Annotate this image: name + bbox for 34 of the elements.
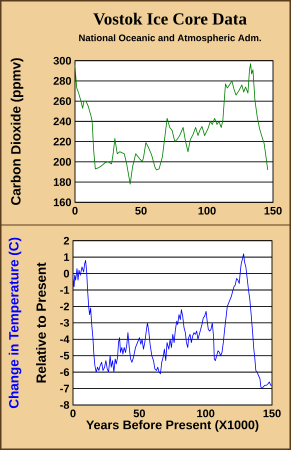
y-tick-label: 160 bbox=[54, 198, 72, 206]
line-series bbox=[72, 253, 272, 389]
y-tick-label: 280 bbox=[54, 77, 72, 85]
x-axis-title: Years Before Present (X1000) bbox=[86, 420, 258, 432]
y-tick-label: 180 bbox=[54, 178, 72, 186]
y-tick-label: -1 bbox=[60, 286, 70, 294]
text: Relative to Present bbox=[36, 262, 46, 382]
y-tick-label: -6 bbox=[60, 368, 70, 376]
y-tick-label: -7 bbox=[60, 384, 69, 392]
x-tick-label: 150 bbox=[264, 410, 281, 418]
x-tick-label: 150 bbox=[264, 206, 282, 215]
y-tick-label: 260 bbox=[54, 97, 72, 106]
y-axis-title: Change in Temperature (C) bbox=[8, 238, 22, 408]
x-tick-label: 0 bbox=[72, 206, 78, 215]
x-tick-label: 100 bbox=[198, 206, 216, 215]
chart-title: Vostok Ice Core Data bbox=[93, 12, 247, 25]
y-tick-label: -8 bbox=[60, 401, 70, 409]
y-tick-label: 220 bbox=[54, 138, 72, 146]
y-tick-label: -3 bbox=[60, 318, 70, 327]
y-tick-label: -4 bbox=[60, 336, 70, 344]
y-tick-label: 0 bbox=[64, 270, 70, 278]
y-tick-label: -5 bbox=[60, 352, 70, 360]
line-series bbox=[74, 63, 268, 184]
x-tick-label: 50 bbox=[135, 206, 147, 215]
y-tick-label: -2 bbox=[60, 302, 70, 310]
y-tick-label: 2 bbox=[64, 236, 70, 245]
y-tick-label: 240 bbox=[54, 118, 72, 126]
y-tick-label: 1 bbox=[64, 253, 70, 261]
y-tick-label: 300 bbox=[53, 56, 72, 65]
y-tick-label: 200 bbox=[54, 158, 72, 166]
x-tick-label: 50 bbox=[134, 410, 145, 418]
x-tick-label: 100 bbox=[197, 410, 214, 418]
y-axis-title: Carbon Dioxide (ppmv) bbox=[10, 58, 24, 205]
chart-subtitle: National Oceanic and Atmospheric Adm. bbox=[79, 34, 261, 44]
